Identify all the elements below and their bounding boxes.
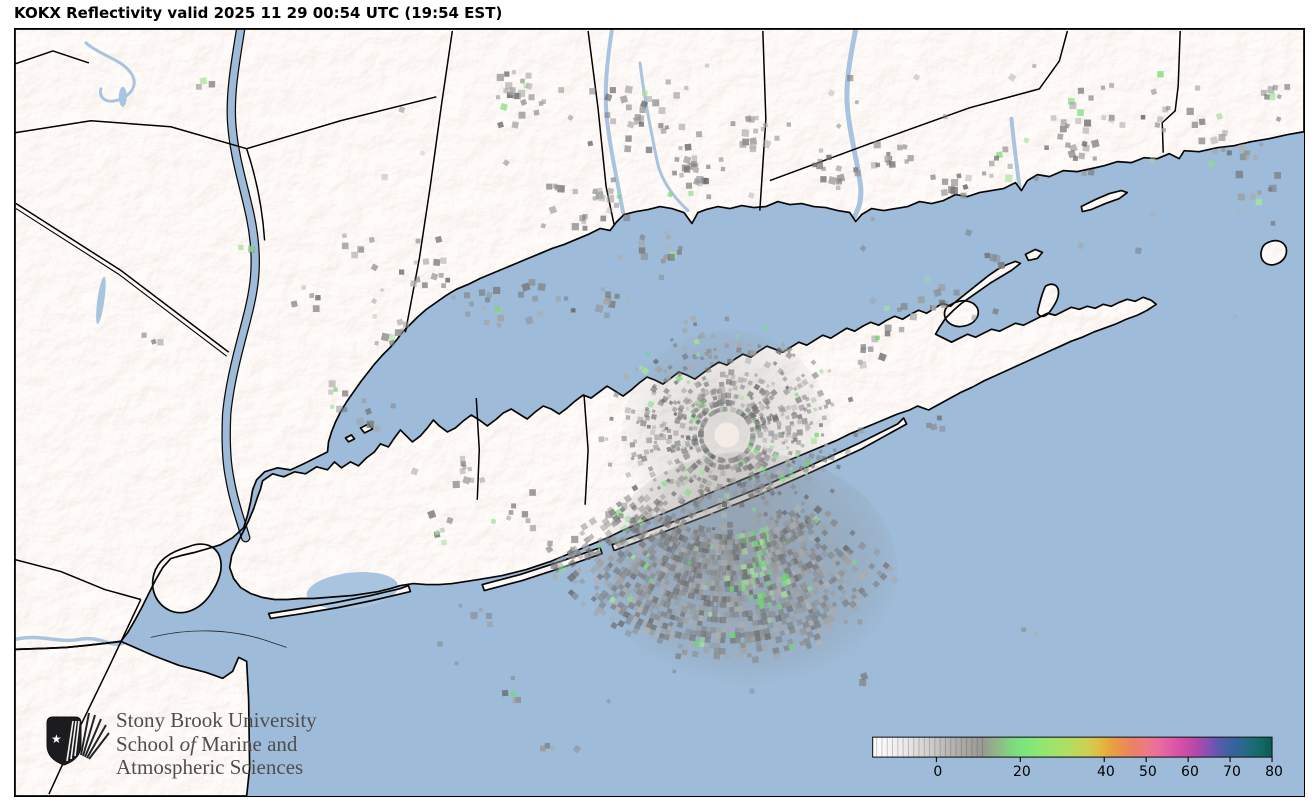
river-squiggle-nw [84,41,136,103]
stony-brook-logo-text: Stony Brook University School of Marine … [116,708,317,780]
county-line-newhaven [759,30,767,211]
county-line-nw [15,50,90,65]
ct-ri-border [1161,30,1181,153]
radar-echoes-layer [141,63,1291,754]
reservoir [96,276,106,325]
logo-line-1: Stony Brook University [116,708,317,732]
page-title: KOKX Reflectivity valid 2025 11 29 00:54… [14,4,503,22]
county-line-putnam [15,96,437,150]
stony-brook-shield-icon: ★ [46,712,110,766]
county-line-nassau [475,397,481,500]
county-line-westchester [245,148,266,241]
county-line-middlesex [769,30,1069,182]
housatonic-river [603,29,626,215]
county-line-suffolk [583,395,589,505]
boundaries-layer [15,30,1181,795]
hudson-river [222,29,259,542]
svg-text:★: ★ [51,732,62,746]
ny-nj-border-inner [15,208,228,357]
quinnipiac-river [638,61,690,213]
nj-county-line-2 [15,558,142,601]
radar-site-hole [714,422,740,448]
rivers-layer [15,29,1022,646]
colorbar-tickmarks [935,757,1273,763]
thames-river [1009,116,1022,189]
county-line-fairfield [587,30,615,225]
stony-brook-logo: ★ Stony Brook University School of Marin… [45,708,317,780]
logo-line-3: Atmospheric Sciences [116,755,304,779]
radar-map [15,29,1304,796]
colorbar-border [872,736,1273,758]
connecticut-river [844,29,864,220]
logo-line-2: School of Marine and [116,731,298,756]
colorbar [872,736,1273,763]
map-frame: 0 20 40 50 60 70 80 ★ Sto [14,28,1305,797]
lake [118,86,127,107]
channel-line [150,630,287,648]
ny-nj-border [15,202,230,353]
